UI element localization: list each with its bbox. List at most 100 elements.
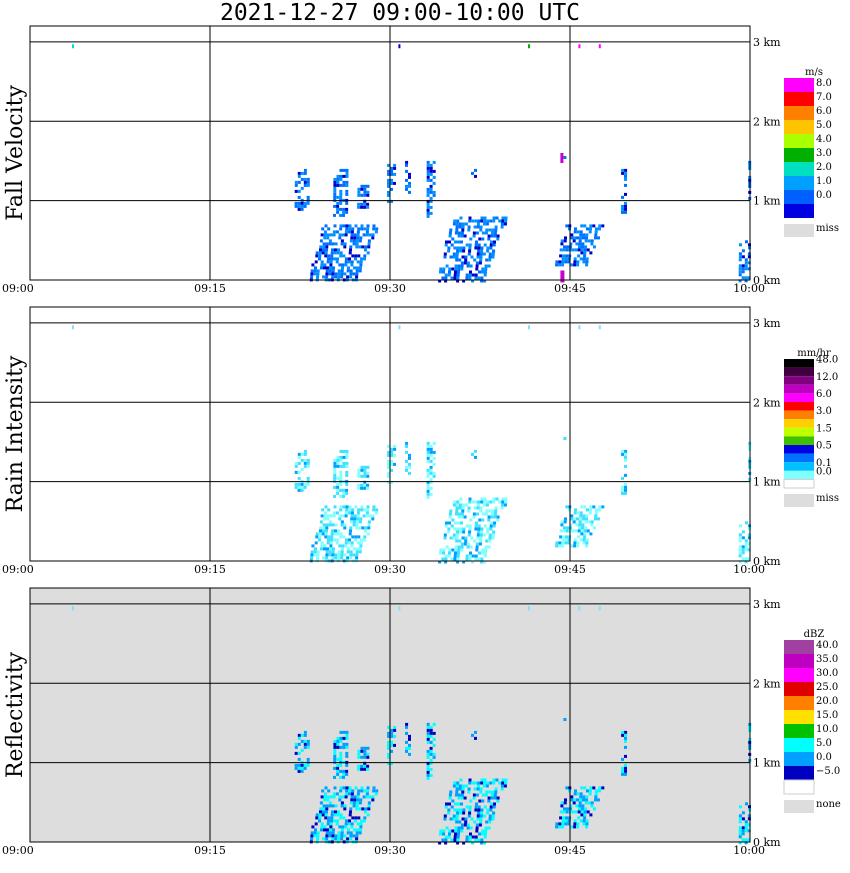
colorbar-label: 10.0 (816, 724, 838, 735)
colorbar-swatch (784, 384, 814, 394)
echo-speck (528, 606, 530, 611)
echo-cell (357, 465, 370, 490)
colorbar-swatch (784, 367, 814, 377)
colorbar-swatch (784, 640, 814, 654)
colorbar-swatch (784, 410, 814, 420)
y-tick-label: 3 km (753, 598, 781, 611)
y-tick-label: 0 km (753, 555, 781, 568)
y-tick-label: 1 km (753, 757, 781, 770)
colorbar-swatch (784, 134, 814, 148)
colorbar-label: 0.1 (816, 458, 832, 469)
colorbar-swatch (784, 682, 814, 696)
echo-cell (621, 449, 628, 495)
echo-speck (578, 606, 581, 611)
echo-cell (471, 730, 477, 740)
colorbar-swatch (784, 427, 814, 437)
colorbar-label: 0.0 (816, 466, 832, 477)
colorbar-miss-swatch (784, 800, 814, 813)
colorbar-swatch (784, 393, 814, 402)
y-tick-label: 3 km (753, 36, 781, 49)
colorbar-swatch (784, 724, 814, 738)
x-tick-label: 09:00 (2, 844, 34, 857)
colorbar-label: 2.0 (816, 162, 832, 173)
echo-cell (738, 240, 751, 283)
echo-cell (438, 216, 508, 283)
plot-frame (29, 587, 751, 843)
x-tick-label: 09:15 (194, 282, 226, 295)
x-tick-label: 09:00 (2, 282, 34, 295)
x-tick-label: 09:30 (374, 282, 406, 295)
colorbar-label: 7.0 (816, 92, 832, 103)
echo-cell (563, 718, 567, 721)
colorbar-label: 6.0 (816, 389, 832, 400)
colorbar-swatch (784, 738, 814, 752)
echo-speck (72, 606, 74, 611)
colorbar-swatch (784, 419, 814, 428)
x-tick-label: 09:30 (374, 844, 406, 857)
colorbar-swatch (784, 162, 814, 176)
colorbar-swatch (784, 710, 814, 724)
x-tick-label: 09:45 (554, 282, 586, 295)
echo-cell (294, 449, 310, 492)
colorbar-swatch (784, 176, 814, 190)
y-tick-label: 2 km (753, 396, 781, 409)
echo-cell (426, 160, 436, 218)
echo-cell (387, 163, 397, 203)
echo-cell (309, 786, 379, 844)
panel-1: Fall Velocity 09:00 09:15 09:30 09:45 10:00 3 … (2, 25, 839, 295)
plot-frame (29, 306, 751, 562)
echo-speck (528, 325, 530, 330)
colorbar-swatch (784, 445, 814, 454)
colorbar-miss-label: miss (816, 223, 839, 234)
colorbar-label: 12.0 (816, 372, 838, 383)
plot-frame (29, 25, 751, 281)
colorbar-label: 30.0 (816, 668, 838, 679)
colorbar-label: 0.5 (816, 441, 832, 452)
echo-cell (438, 778, 508, 845)
echo-speck (72, 325, 74, 330)
x-tick-label: 10:00 (733, 844, 765, 857)
colorbar-label: 3.0 (816, 406, 832, 417)
echo-cell (555, 224, 605, 267)
echo-speck (578, 44, 581, 49)
colorbar-label: 5.0 (816, 120, 832, 131)
colorbar-label: 3.0 (816, 148, 832, 159)
colorbar-unit: dBZ (804, 629, 825, 640)
colorbar-swatch (784, 766, 814, 780)
colorbar-miss-swatch (784, 224, 814, 237)
colorbar-swatch (784, 453, 814, 463)
y-tick-label: 0 km (753, 836, 781, 849)
colorbar-label: 0.0 (816, 752, 832, 763)
colorbar-label: 5.0 (816, 738, 832, 749)
colorbar-swatch (784, 359, 814, 368)
colorbar-swatch (784, 120, 814, 134)
colorbar-swatch (784, 92, 814, 106)
y-tick-label: 1 km (753, 476, 781, 489)
echo-cell (387, 444, 397, 484)
colorbar-swatch (784, 106, 814, 120)
colorbar-unit: m/s (805, 67, 823, 78)
x-tick-label: 09:15 (194, 563, 226, 576)
colorbar-swatch (784, 376, 814, 385)
colorbar-label: 8.0 (816, 78, 832, 89)
y-tick-label: 3 km (753, 317, 781, 330)
colorbar-label: 15.0 (816, 710, 838, 721)
colorbar-swatch (784, 78, 814, 92)
panel-2: Rain Intensity 09:00 09:15 09:30 09:45 10:00 3… (2, 306, 839, 576)
echo-cell (405, 160, 411, 194)
echo-speck (398, 44, 401, 49)
x-tick-label: 10:00 (733, 282, 765, 295)
y-tick-label: 1 km (753, 195, 781, 208)
echo-speck (398, 325, 401, 330)
echo-cell (438, 497, 508, 564)
echo-speck (72, 44, 74, 49)
echo-cell (563, 156, 567, 159)
echo-cell (405, 722, 411, 756)
colorbar-swatch (784, 436, 814, 445)
echo-speck (598, 606, 601, 611)
colorbar-miss-label: miss (816, 493, 839, 504)
colorbar-label: 6.0 (816, 106, 832, 117)
colorbar-swatch (784, 402, 814, 411)
echo-cell (621, 730, 628, 776)
